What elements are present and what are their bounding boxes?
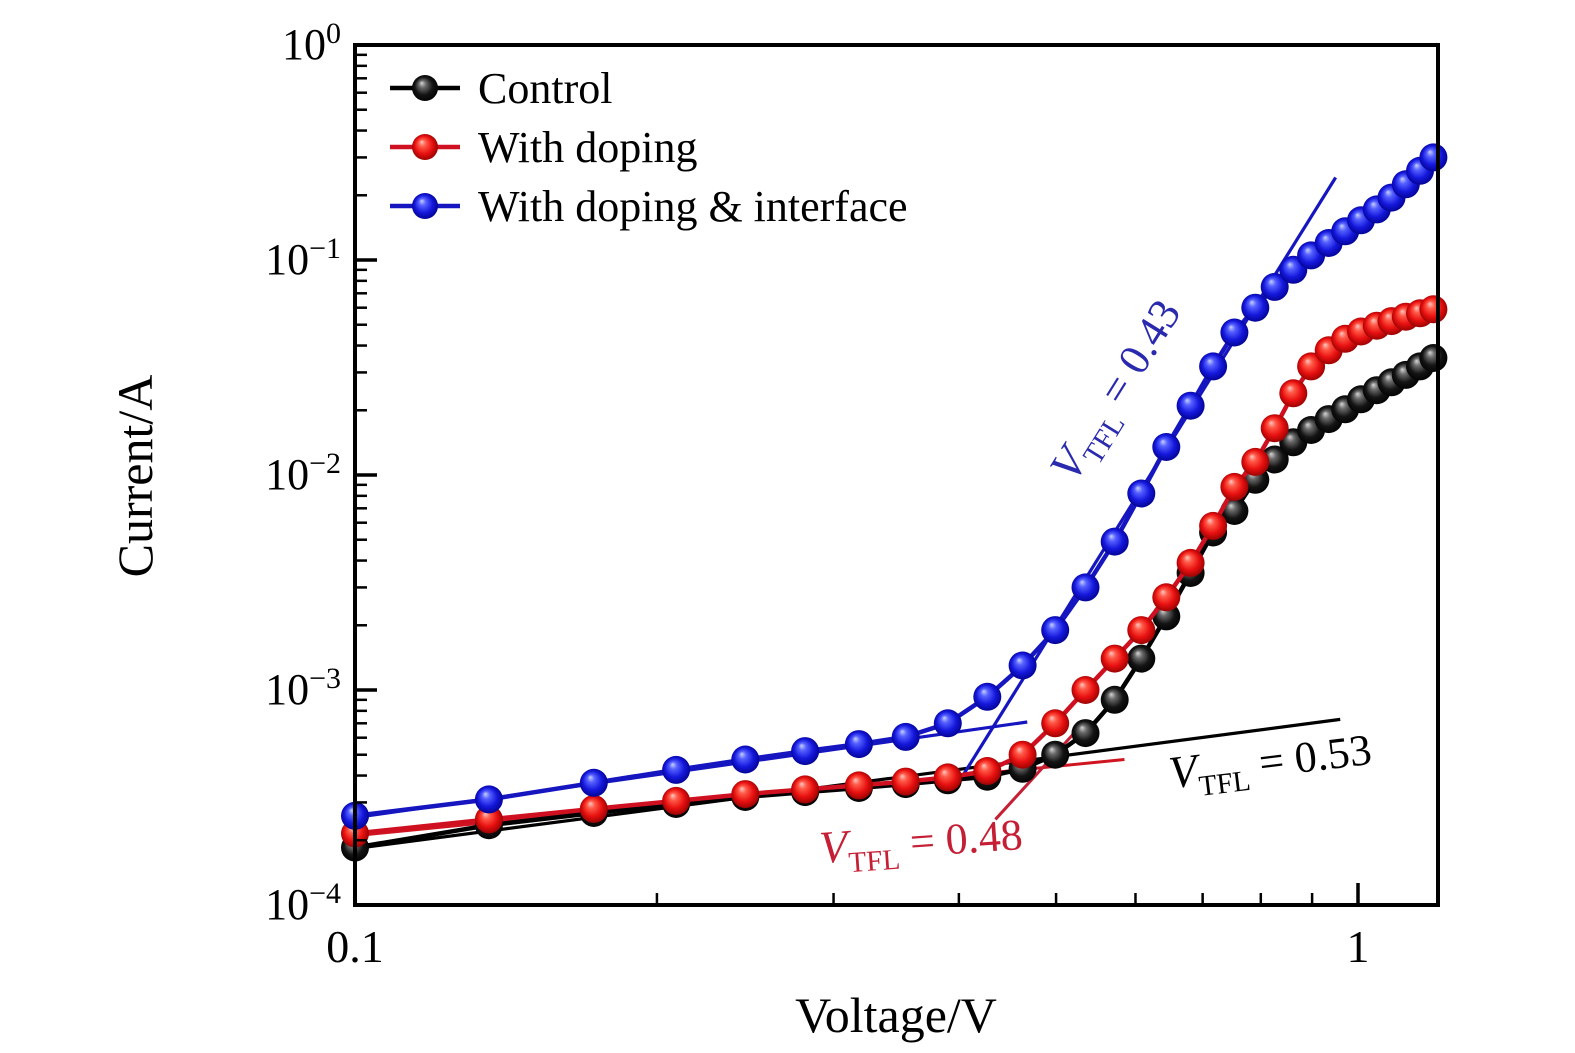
y-tick-label: 100 <box>282 17 341 69</box>
data-point-marker <box>933 709 962 738</box>
legend-label-control: Control <box>478 64 612 113</box>
data-point-marker <box>579 794 608 823</box>
data-point-marker <box>1176 548 1205 577</box>
legend-label-with-doping-interface: With doping & interface <box>478 182 908 231</box>
data-point-marker <box>1241 447 1270 476</box>
data-point-marker <box>474 805 503 834</box>
annotation-vtfl-doping: VTFL = 0.48 <box>818 808 1025 881</box>
data-point-marker <box>1071 573 1100 602</box>
data-point-marker <box>1199 511 1228 540</box>
legend-marker-sphere <box>412 134 438 160</box>
data-point-marker <box>1260 272 1289 301</box>
data-point-marker <box>1152 583 1181 612</box>
data-point-marker <box>1008 651 1037 680</box>
data-point-marker <box>662 755 691 784</box>
series-line-2 <box>354 155 1435 819</box>
doping-steep-fit <box>994 719 1087 821</box>
y-tick-label: 10−1 <box>265 232 341 284</box>
data-point-marker <box>791 775 820 804</box>
data-point-marker <box>1260 414 1289 443</box>
data-point-marker <box>891 767 920 796</box>
data-point-marker <box>1071 676 1100 704</box>
legend: Control With doping With doping & interf… <box>478 64 908 231</box>
data-point-marker <box>731 745 760 774</box>
data-point-marker <box>1419 295 1448 324</box>
data-point-marker <box>844 730 873 759</box>
x-tick-label: 1 <box>1347 921 1370 972</box>
data-point-marker <box>1127 479 1156 508</box>
x-tick-label: 0.1 <box>326 921 384 972</box>
y-axis-title: Current/A <box>107 375 163 578</box>
data-point-marker <box>933 763 962 792</box>
data-point-marker <box>1071 719 1100 748</box>
data-point-marker <box>1008 740 1037 769</box>
data-point-marker <box>579 768 608 797</box>
y-tick-label: 10−2 <box>265 447 341 499</box>
data-point-marker <box>1041 740 1070 769</box>
data-point-marker <box>973 757 1002 785</box>
data-point-marker <box>1127 644 1156 673</box>
data-point-marker <box>731 780 760 809</box>
data-point-marker <box>1419 344 1448 372</box>
data-point-marker <box>973 682 1002 711</box>
data-point-marker <box>662 786 691 815</box>
data-point-marker <box>1152 433 1181 461</box>
data-point-marker <box>1041 616 1070 645</box>
data-point-marker <box>1041 709 1070 738</box>
data-point-marker <box>474 785 503 814</box>
plot-area: 0.1 1 100 10−1 10−2 10−3 10−4 VTFL = 0.43 VTFL =… <box>265 17 1448 972</box>
data-point-marker <box>791 737 820 766</box>
y-tick-label: 10−4 <box>265 877 341 929</box>
data-point-marker <box>1100 644 1129 673</box>
legend-label-with-doping: With doping <box>478 123 697 172</box>
data-point-marker <box>1220 318 1249 347</box>
annotation-vtfl-control: VTFL = 0.53 <box>1166 723 1375 806</box>
data-point-marker <box>1176 391 1205 420</box>
data-point-marker <box>844 771 873 800</box>
data-point-marker <box>1220 472 1249 501</box>
y-tick-label: 10−3 <box>265 662 341 714</box>
x-axis-title: Voltage/V <box>795 987 997 1043</box>
data-point-marker <box>1279 379 1308 408</box>
legend-marker-sphere <box>412 75 438 101</box>
data-point-marker <box>1100 527 1129 556</box>
data-point-marker <box>1241 293 1270 322</box>
data-point-marker <box>1127 616 1156 645</box>
legend-marker-sphere <box>412 193 438 219</box>
data-point-marker <box>1419 143 1448 172</box>
annotation-vtfl-interface: VTFL = 0.43 <box>1039 290 1197 494</box>
data-point-marker <box>891 722 920 751</box>
data-point-marker <box>1199 352 1228 381</box>
data-point-marker <box>1100 685 1129 714</box>
